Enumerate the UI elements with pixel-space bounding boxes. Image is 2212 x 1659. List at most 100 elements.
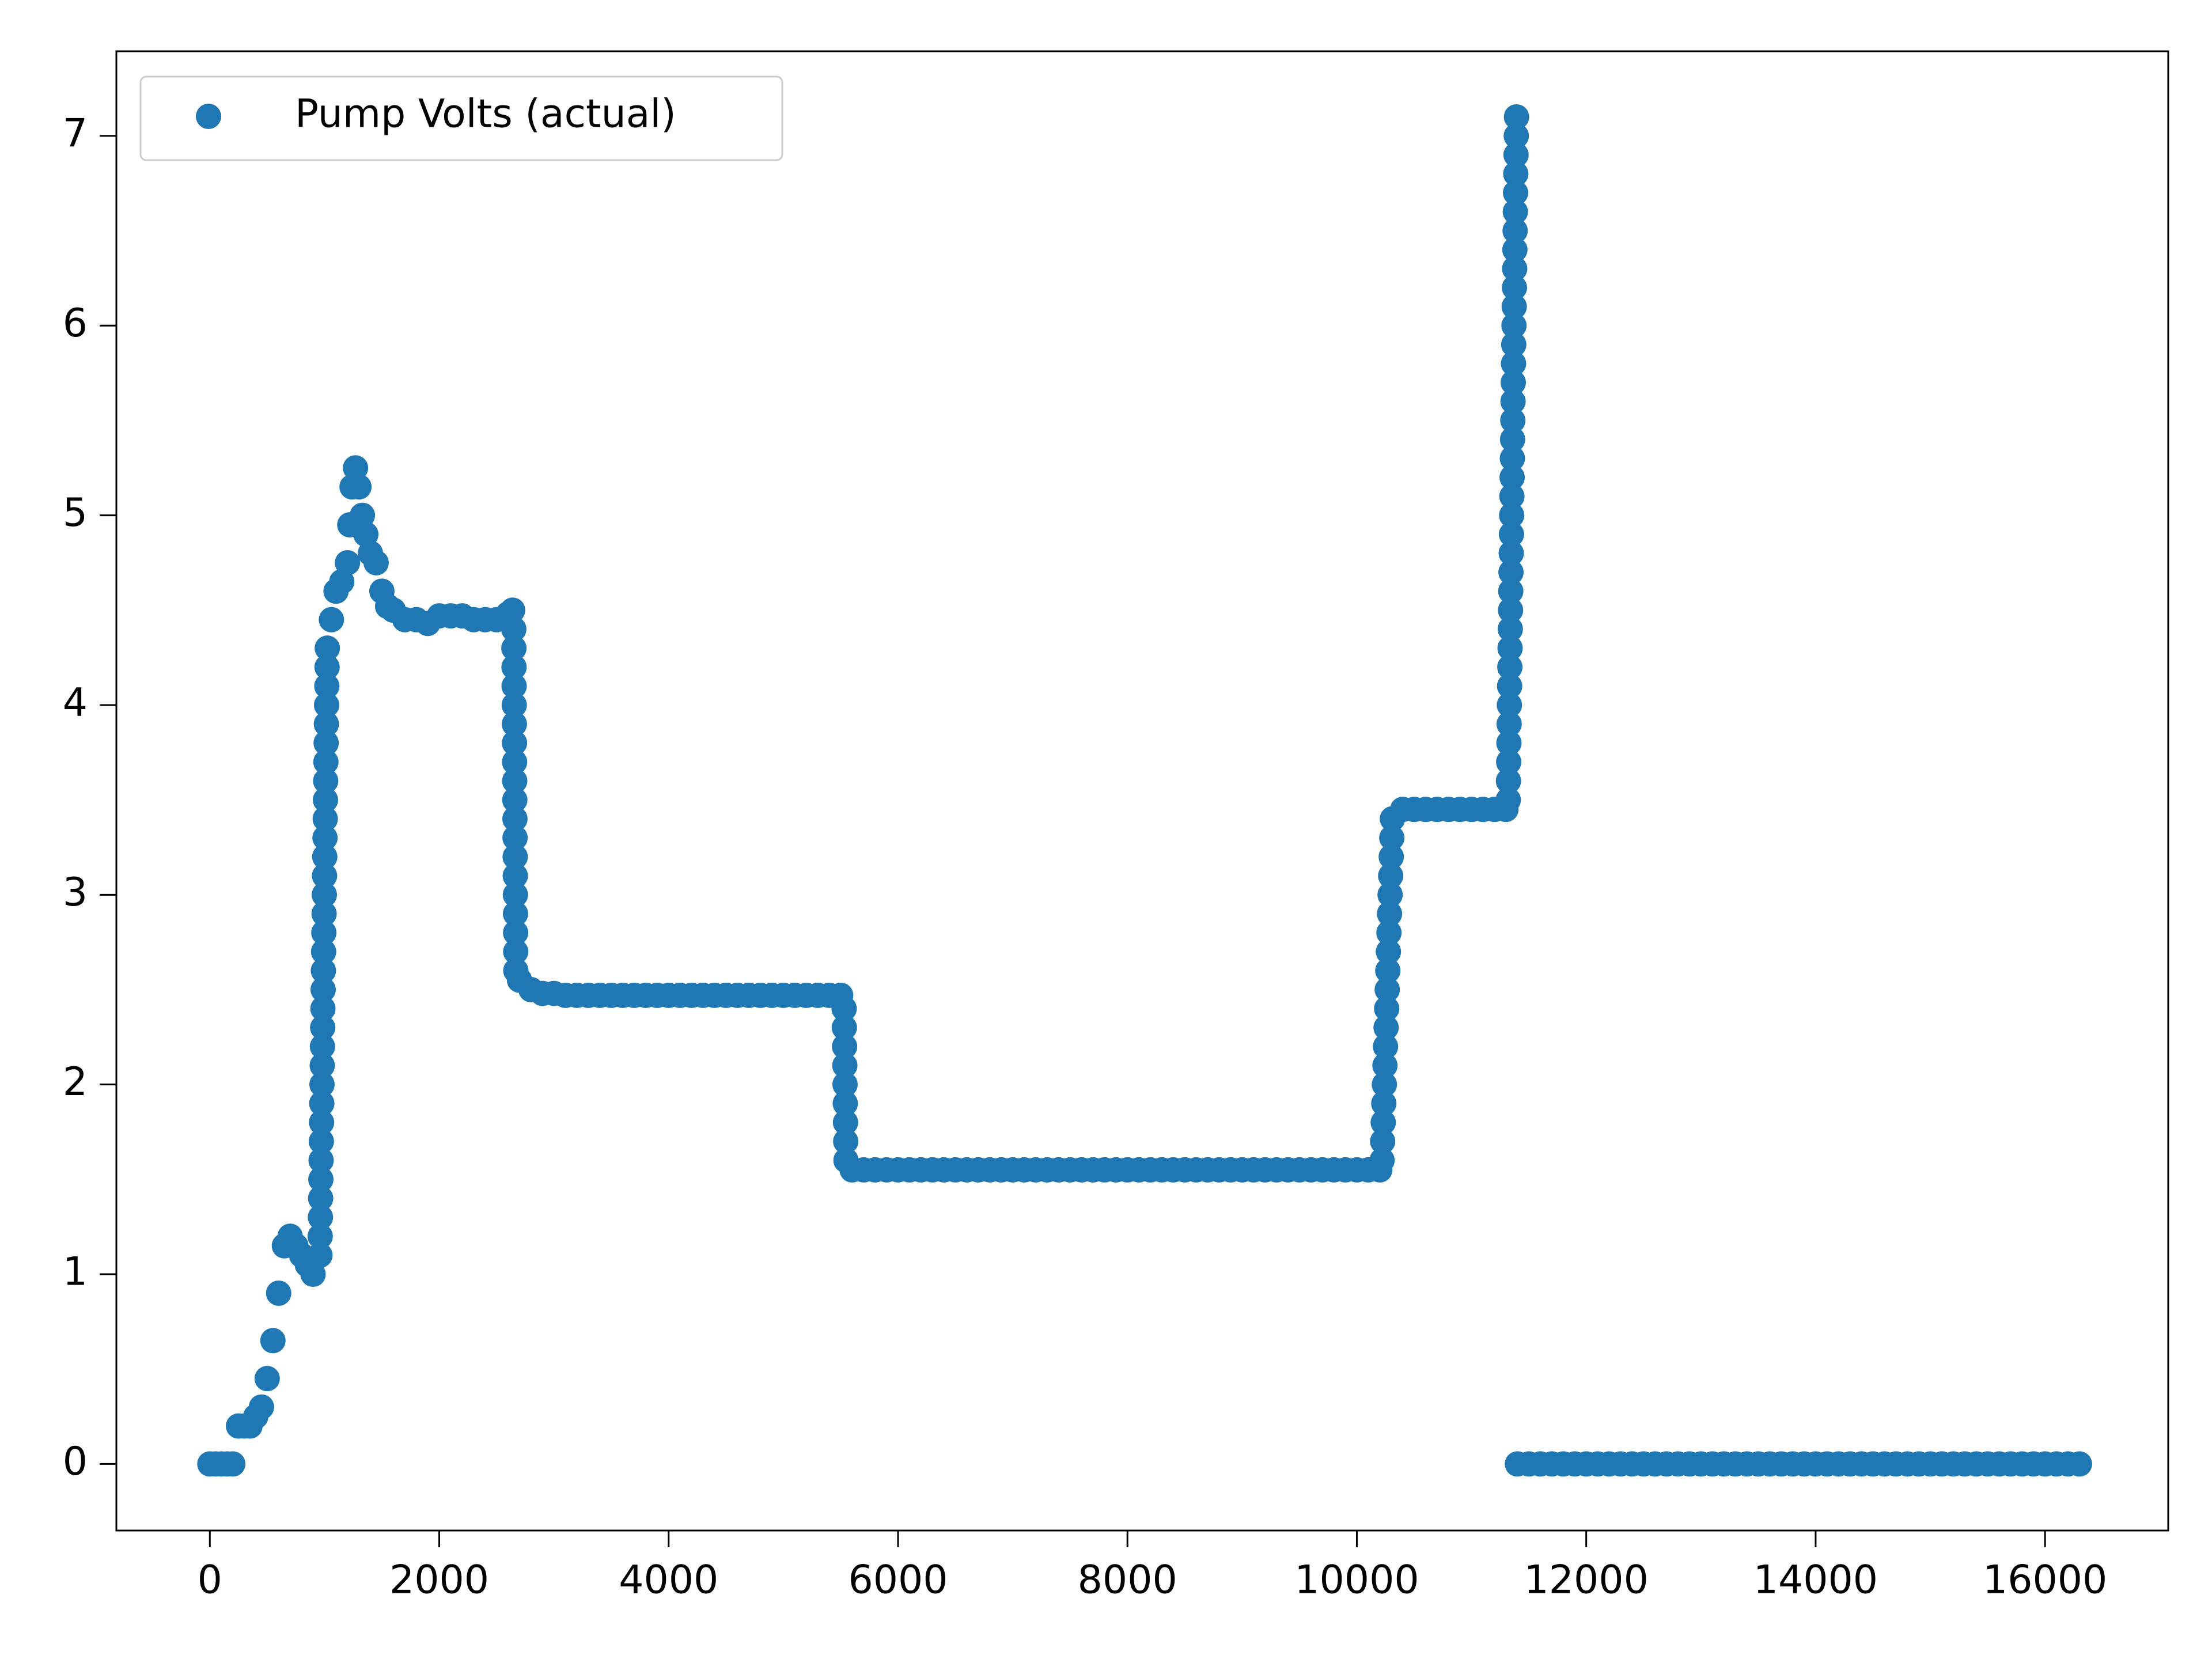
y-tick-label: 1	[63, 1249, 88, 1295]
point	[831, 1014, 857, 1040]
point	[308, 1185, 334, 1211]
point	[1500, 407, 1526, 433]
point	[312, 825, 338, 851]
x-tick-label: 4000	[619, 1558, 718, 1603]
point	[309, 1033, 335, 1059]
point	[1497, 654, 1523, 680]
point	[254, 1366, 280, 1392]
point	[1372, 1071, 1397, 1097]
point	[313, 749, 339, 775]
legend-label: Pump Volts (actual)	[295, 92, 676, 137]
legend-box	[139, 75, 783, 161]
point	[501, 692, 527, 718]
point	[1373, 1014, 1399, 1040]
point	[1503, 123, 1529, 149]
point	[502, 787, 528, 813]
point	[248, 1394, 274, 1420]
point	[310, 977, 336, 1003]
point	[319, 607, 344, 632]
point	[501, 635, 527, 661]
point	[312, 806, 338, 832]
point	[1376, 920, 1402, 946]
point	[220, 1451, 246, 1477]
point	[1499, 502, 1525, 528]
point	[312, 863, 338, 889]
point	[1501, 351, 1527, 377]
point	[309, 1109, 335, 1135]
point	[1503, 104, 1529, 130]
point	[1497, 616, 1523, 642]
point	[335, 550, 361, 575]
point	[501, 654, 527, 680]
point	[503, 939, 529, 965]
point	[314, 673, 340, 699]
point	[831, 995, 857, 1021]
point	[1502, 256, 1528, 282]
point	[1502, 218, 1528, 244]
point	[309, 1071, 335, 1097]
y-tick-label: 6	[63, 301, 88, 346]
point	[1498, 540, 1524, 566]
point	[343, 455, 369, 481]
point	[309, 1090, 335, 1116]
point	[832, 1052, 858, 1078]
point	[311, 882, 337, 908]
point	[1496, 730, 1522, 756]
point	[310, 995, 336, 1021]
point	[1376, 939, 1402, 965]
x-tick-label: 0	[198, 1558, 222, 1603]
point	[501, 673, 527, 699]
legend: Pump Volts (actual)	[139, 75, 783, 161]
point	[832, 1109, 858, 1135]
point	[2066, 1451, 2092, 1477]
point	[1502, 275, 1528, 301]
x-tick-label: 6000	[848, 1558, 948, 1603]
point	[503, 920, 529, 946]
y-tick-label: 2	[63, 1059, 88, 1105]
plot-area	[197, 104, 2092, 1477]
point	[502, 901, 528, 927]
point	[1498, 597, 1524, 623]
point	[1377, 882, 1403, 908]
point	[260, 1328, 286, 1354]
point	[1502, 237, 1528, 263]
point	[832, 1090, 858, 1116]
point	[1500, 388, 1526, 414]
x-tick-label: 14000	[1753, 1558, 1878, 1603]
point	[314, 654, 340, 680]
point	[502, 806, 528, 832]
point	[1373, 1033, 1399, 1059]
point	[1370, 1128, 1396, 1154]
point	[311, 920, 337, 946]
point	[1499, 464, 1525, 490]
point	[502, 825, 528, 851]
point	[1501, 332, 1527, 358]
point	[1496, 749, 1522, 775]
point	[310, 1014, 336, 1040]
y-tick-label: 3	[63, 870, 88, 915]
point	[1498, 521, 1524, 547]
point	[310, 939, 336, 965]
point	[1495, 787, 1521, 813]
point	[313, 768, 339, 794]
point	[501, 711, 527, 737]
x-tick-label: 8000	[1078, 1558, 1177, 1603]
point	[1499, 426, 1525, 452]
point	[1503, 180, 1529, 206]
point	[1369, 1147, 1395, 1173]
point	[502, 863, 528, 889]
point	[1501, 370, 1527, 396]
point	[346, 474, 372, 500]
point	[313, 730, 339, 756]
point	[499, 597, 525, 623]
point	[308, 1147, 334, 1173]
point	[1499, 445, 1525, 471]
point	[1497, 692, 1522, 718]
point	[308, 1166, 334, 1192]
point	[1501, 294, 1527, 320]
point	[353, 521, 379, 547]
y-tick-label: 7	[63, 111, 88, 156]
point	[502, 730, 528, 756]
point	[1375, 958, 1401, 984]
point	[1503, 142, 1529, 168]
